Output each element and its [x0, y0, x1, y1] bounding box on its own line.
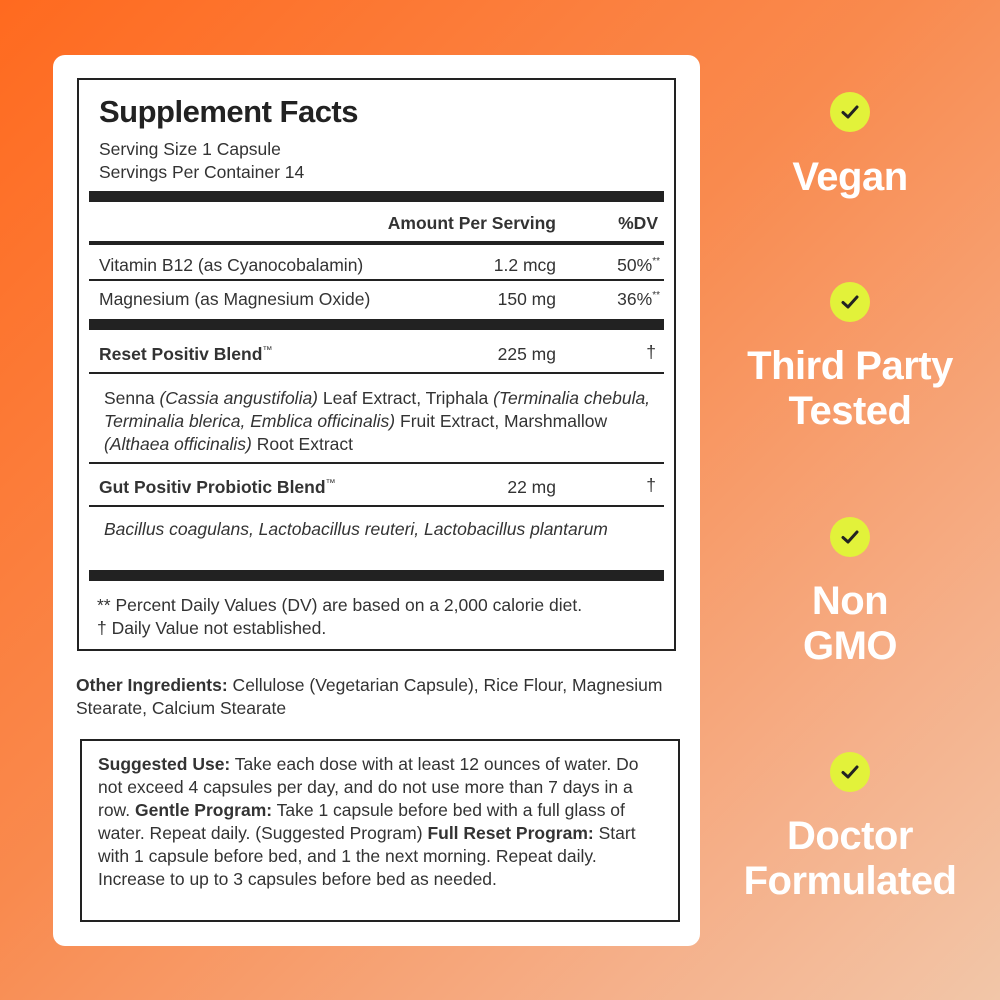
blend-dv: † — [646, 342, 656, 362]
nutrient-dv: 50%** — [617, 255, 660, 275]
use-heading: Suggested Use: — [98, 754, 231, 774]
check-icon — [830, 517, 870, 557]
nutrient-name: Vitamin B12 (as Cyanocobalamin) — [99, 255, 364, 275]
check-icon — [830, 752, 870, 792]
supplement-facts-panel: Supplement Facts Serving Size 1 Capsule … — [77, 78, 676, 651]
serving-size: Serving Size 1 Capsule — [99, 139, 281, 159]
footnote-dagger: † Daily Value not established. — [97, 618, 327, 638]
nutrient-amount: 1.2 mcg — [493, 255, 556, 275]
badge-doctor-formulated: Doctor Formulated — [740, 752, 960, 904]
divider-thin — [89, 372, 664, 374]
blend-ingredients: Bacillus coagulans, Lactobacillus reuter… — [104, 519, 608, 539]
blend-name: Reset Positiv Blend™ — [99, 344, 273, 364]
blend-amount: 22 mg — [507, 477, 556, 497]
footnote-dv: ** Percent Daily Values (DV) are based o… — [97, 595, 583, 615]
use-text: Start with 1 capsule before bed, and 1 t… — [98, 823, 636, 889]
facts-title: Supplement Facts — [99, 94, 359, 129]
badge-label: Doctor — [787, 814, 913, 858]
col-amount-header: Amount Per Serving — [387, 213, 556, 233]
label-card — [53, 55, 700, 946]
use-heading: Full Reset Program: — [427, 823, 594, 843]
divider-thin — [89, 279, 664, 281]
badge-label: GMO — [802, 624, 898, 668]
badge-label: Tested — [788, 389, 912, 433]
divider-medium — [89, 241, 664, 245]
badge-label: Third Party — [747, 344, 953, 388]
nutrient-dv: 36%** — [617, 289, 660, 309]
use-text: Take 1 capsule before bed with a full gl… — [98, 800, 625, 843]
divider-thin — [89, 462, 664, 464]
divider-thick — [89, 191, 664, 202]
badge-label: Vegan — [792, 155, 908, 199]
blend-ingredients: Senna (Cassia angustifolia) Leaf Extract… — [104, 387, 664, 456]
divider-thin — [89, 505, 664, 507]
nutrient-name: Magnesium (as Magnesium Oxide) — [99, 289, 371, 309]
divider-thick — [89, 319, 664, 330]
check-icon — [830, 282, 870, 322]
servings-per-container: Servings Per Container 14 — [99, 162, 305, 182]
divider-thick — [89, 570, 664, 581]
other-ingredients: Other Ingredients: Cellulose (Vegetarian… — [76, 675, 663, 718]
badge-label: Non — [811, 579, 889, 623]
badge-third-party-tested: Third Party Tested — [740, 282, 960, 434]
badge-vegan: Vegan — [740, 92, 960, 200]
ingredient-segment: Root Extract — [251, 434, 354, 454]
blend-amount: 225 mg — [497, 344, 556, 364]
ingredient-segment: (Cassia angustifolia) — [159, 388, 319, 408]
nutrient-amount: 150 mg — [497, 289, 556, 309]
use-heading: Gentle Program: — [134, 800, 273, 820]
ingredient-segment: (Althaea officinalis) — [104, 434, 252, 454]
blend-dv: † — [646, 475, 656, 495]
ingredient-segment: Leaf Extract, Triphala — [318, 388, 494, 408]
ingredient-segment: (Terminalia chebula, Terminalia blerica,… — [104, 388, 651, 431]
badge-label: Formulated — [743, 859, 957, 903]
suggested-use: Suggested Use: Take each dose with at le… — [80, 739, 680, 922]
col-dv-header: %DV — [618, 213, 658, 233]
use-text: Take each dose with at least 12 ounces o… — [98, 754, 639, 820]
check-icon — [830, 92, 870, 132]
ingredient-segment: Fruit Extract, Marshmallow — [395, 411, 608, 431]
badge-non-gmo: Non GMO — [740, 517, 960, 669]
ingredient-segment: Senna — [104, 388, 160, 408]
blend-name: Gut Positiv Probiotic Blend™ — [99, 477, 336, 497]
